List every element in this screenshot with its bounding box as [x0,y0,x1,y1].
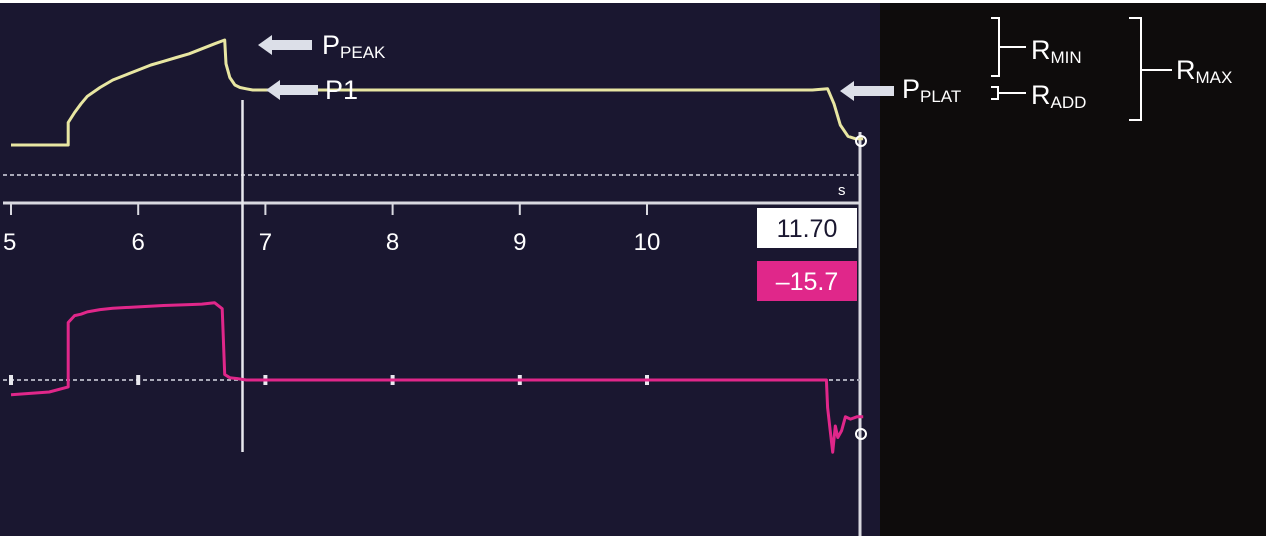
tick-label-9: 9 [513,229,526,256]
rmin-brace-icon [991,17,1026,77]
radd-brace-icon [991,86,1026,100]
rmin-label: RMIN [1031,35,1082,67]
ppeak-main: P [322,30,340,60]
rmax-main: R [1176,55,1196,85]
tick-label-8: 8 [386,229,399,256]
tick-label-10: 10 [634,229,661,256]
radd-label: RADD [1031,80,1086,112]
time-readout-value: 11.70 [777,215,838,243]
pplat-label: PPLAT [902,74,961,106]
pplat-sub: PLAT [920,87,961,106]
tick-label-7: 7 [259,229,272,256]
pplat-arrow-icon [840,81,894,101]
time-readout-box: 11.70 [757,208,857,248]
rmin-main: R [1031,35,1051,65]
rmax-label: RMAX [1176,55,1232,87]
time-unit-label: s [838,182,846,199]
rmax-sub: MAX [1196,68,1233,87]
radd-sub: ADD [1051,93,1087,112]
ppeak-sub: PEAK [340,43,386,62]
p1-arrow-icon [266,80,318,100]
ppeak-label: PPEAK [322,30,386,62]
radd-main: R [1031,80,1051,110]
flow-marker-6 [136,375,141,385]
rmin-sub: MIN [1051,48,1082,67]
ppeak-arrow-icon [258,35,312,55]
pressure-end-marker [855,135,867,147]
flow-readout-value: –15.7 [776,268,839,296]
p1-label: P1 [325,75,358,105]
time-axis-ticks: 5 6 7 8 9 10 [3,203,660,256]
annotation-panel [880,3,1266,536]
monitor-background [0,3,880,536]
tick-label-5: 5 [3,229,16,256]
flow-end-marker [855,428,867,440]
pressure-series-line [11,38,864,147]
rmax-brace-icon [1129,17,1172,121]
tick-label-6: 6 [132,229,145,256]
flow-marker-5 [9,375,13,385]
pplat-main: P [902,74,920,104]
flow-readout-box: –15.7 [757,261,857,301]
flow-series-line [10,301,864,454]
